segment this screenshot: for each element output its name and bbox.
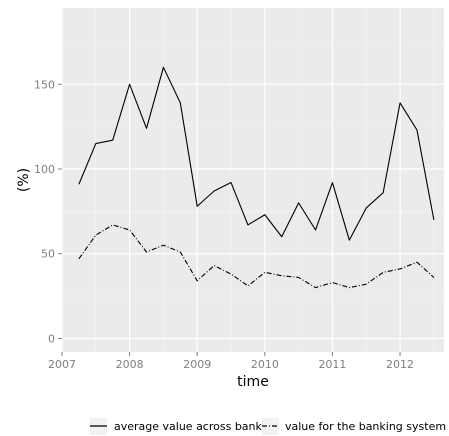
y-tick-label: 50 [41, 248, 55, 261]
y-axis-title: (%) [16, 168, 32, 192]
legend-label-average: average value across banks [114, 420, 268, 433]
x-tick-label: 2011 [318, 358, 346, 371]
series-layer [78, 66, 435, 289]
plot-panel [62, 8, 444, 352]
legend-item-banking-system: value for the banking system [262, 418, 446, 435]
legend-label-banking-system: value for the banking system [285, 420, 446, 433]
x-axis-title: time [237, 374, 269, 390]
legend-key-banking-system [262, 418, 279, 435]
y-tick-label: 150 [34, 78, 55, 91]
y-tick-label: 0 [48, 332, 55, 345]
y-tick-label: 100 [34, 163, 55, 176]
series-line-average [78, 66, 435, 241]
legend: average value across banks value for the… [90, 418, 446, 435]
x-tick-label: 2007 [48, 358, 76, 371]
series-line-banking-system [78, 224, 435, 289]
x-tick-label: 2009 [183, 358, 211, 371]
x-tick-label: 2008 [116, 358, 144, 371]
major-gridlines [61, 8, 444, 352]
x-tick-label: 2010 [251, 358, 279, 371]
legend-item-average: average value across banks [90, 418, 268, 435]
y-axis: 0 50 100 150 [34, 78, 62, 345]
minor-gridlines [62, 8, 444, 352]
x-axis: 2007 2008 2009 2010 2011 2012 [48, 352, 414, 371]
x-tick-label: 2012 [386, 358, 414, 371]
